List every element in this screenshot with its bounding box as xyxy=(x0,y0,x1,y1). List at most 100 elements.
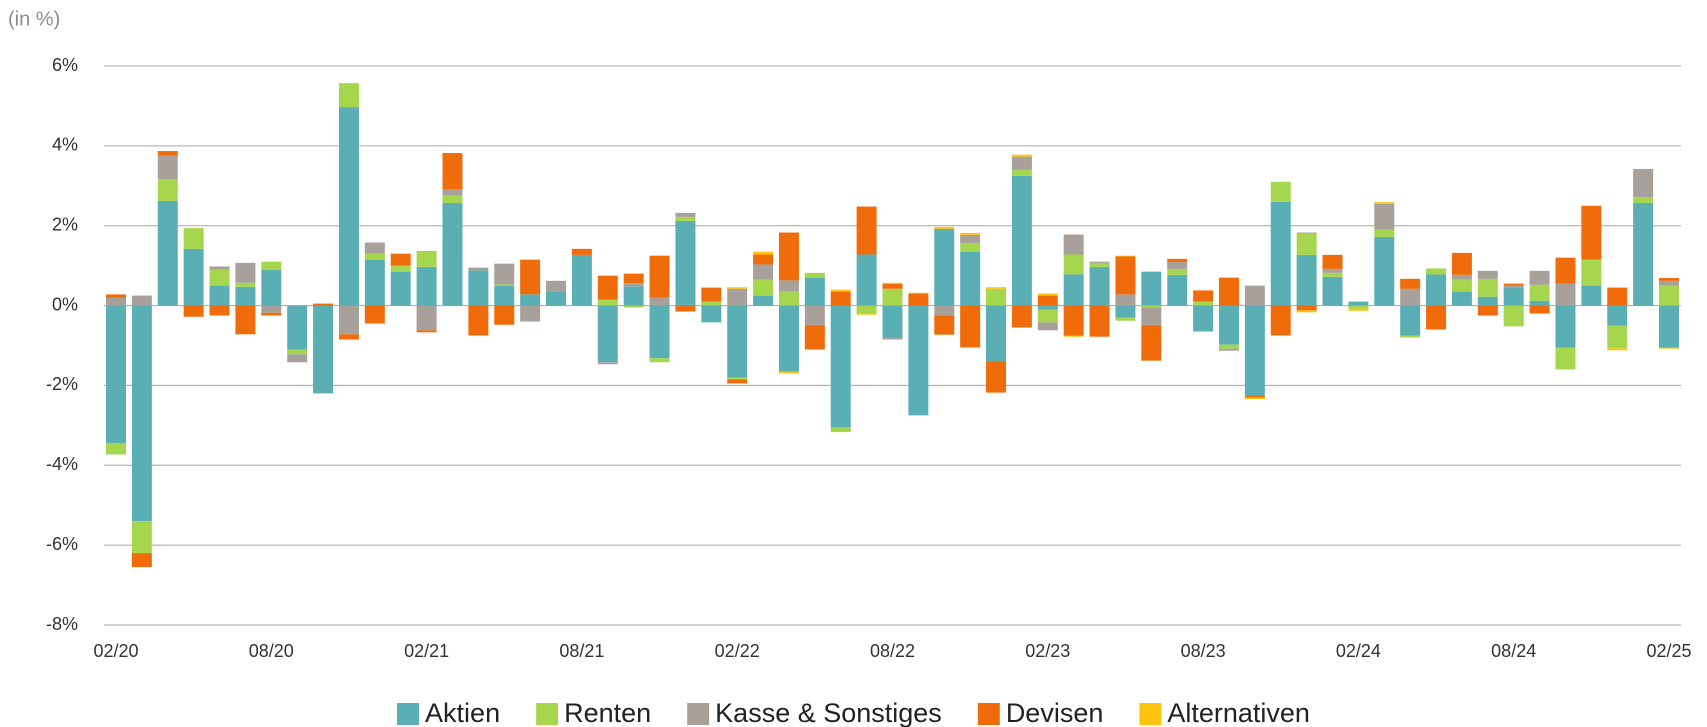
bar-segment xyxy=(494,284,515,286)
bar-segment xyxy=(338,107,359,306)
legend-swatch xyxy=(1139,703,1162,725)
legend-swatch xyxy=(687,703,710,725)
bar-segment xyxy=(520,294,541,306)
bar-segment xyxy=(960,232,981,235)
bar-segment xyxy=(960,251,981,306)
bar-segment xyxy=(934,226,955,229)
bar-segment xyxy=(157,155,178,179)
bar-segment xyxy=(1089,262,1110,267)
bar-segment xyxy=(571,254,592,306)
bar-segment xyxy=(131,295,152,306)
bar-segment xyxy=(934,315,955,335)
x-tick-label: 02/21 xyxy=(404,641,449,661)
bar-segment xyxy=(830,305,851,428)
bar-segment xyxy=(106,305,126,444)
bar-segment xyxy=(597,275,618,300)
bar-segment xyxy=(649,305,670,359)
bar-segment xyxy=(1659,305,1679,348)
bar-segment xyxy=(856,206,877,255)
bar-segment xyxy=(675,212,696,217)
bar-segment xyxy=(649,255,670,298)
bar-segment xyxy=(1193,290,1214,302)
bar-segment xyxy=(390,265,411,272)
bar-segment xyxy=(934,305,955,316)
bar-segment xyxy=(364,253,385,260)
bar-segment xyxy=(856,305,877,314)
bar-segment xyxy=(1633,196,1654,203)
bar-segment xyxy=(1374,236,1395,306)
bar-segment xyxy=(1322,276,1343,306)
bar-segment xyxy=(804,305,825,326)
legend-label: Alternativen xyxy=(1167,698,1310,727)
bar-segment xyxy=(1089,261,1110,263)
bar-segment xyxy=(597,305,618,363)
bar-segment xyxy=(157,200,178,306)
bar-segment xyxy=(727,379,748,384)
bar-segment xyxy=(106,443,126,455)
bar-segment xyxy=(1555,347,1576,370)
bar-segment xyxy=(1089,266,1110,306)
bar-segment xyxy=(442,153,463,189)
bar-segment xyxy=(106,294,126,298)
bar-segment xyxy=(157,151,178,156)
bar-segment xyxy=(701,305,722,323)
bar-segment xyxy=(235,262,256,283)
bar-segment xyxy=(209,266,230,270)
bar-segment xyxy=(986,288,1007,306)
bar-segment xyxy=(1555,257,1576,284)
bar-segment xyxy=(183,228,204,249)
bar-segment xyxy=(1141,325,1162,361)
y-tick-label: -6% xyxy=(46,534,78,554)
bar-segment xyxy=(1244,397,1265,400)
bar-segment xyxy=(364,259,385,306)
bar-segment xyxy=(986,361,1007,393)
bar-segment xyxy=(1659,285,1679,306)
bar-segment xyxy=(1451,291,1472,306)
bar-segment xyxy=(701,287,722,302)
bar-segment xyxy=(338,83,359,108)
bar-segment xyxy=(1581,259,1602,286)
bar-segment xyxy=(546,291,567,306)
bar-segment xyxy=(1451,274,1472,280)
bar-segment xyxy=(727,377,748,380)
bar-segment xyxy=(1451,252,1472,275)
bar-segment xyxy=(623,283,644,287)
bar-segment xyxy=(494,305,515,325)
bar-segment xyxy=(1348,301,1369,306)
bar-segment xyxy=(1063,234,1084,255)
x-tick-label: 02/25 xyxy=(1646,641,1691,661)
bar-segment xyxy=(1141,307,1162,326)
bar-segment xyxy=(1426,305,1447,330)
bar-segment xyxy=(1037,309,1058,323)
bar-segment xyxy=(1115,317,1136,321)
bar-segment xyxy=(1400,278,1421,289)
bar-segment xyxy=(131,521,152,554)
bar-segment xyxy=(882,288,903,306)
bar-segment xyxy=(1218,277,1239,306)
bar-segment xyxy=(882,284,903,289)
bar-segment xyxy=(1037,322,1058,331)
bar-segment xyxy=(778,371,799,374)
bar-segment xyxy=(106,297,126,306)
bar-segment xyxy=(1141,271,1162,306)
legend-swatch xyxy=(536,703,559,725)
bar-segment xyxy=(1529,305,1550,314)
bar-segment xyxy=(1477,278,1498,297)
bar-segment xyxy=(960,234,981,243)
x-tick-label: 08/23 xyxy=(1181,641,1226,661)
bar-segment xyxy=(1581,285,1602,306)
bar-segment xyxy=(960,305,981,348)
bar-segment xyxy=(1270,305,1291,336)
bar-segment xyxy=(649,297,670,306)
legend-label: Kasse & Sonstiges xyxy=(715,698,942,727)
y-tick-label: -8% xyxy=(46,614,78,634)
x-tick-label: 02/22 xyxy=(715,641,760,661)
bar-segment xyxy=(1322,254,1343,269)
bar-segment xyxy=(1348,305,1369,309)
bar-segment xyxy=(727,305,748,378)
bar-segment xyxy=(986,287,1007,289)
bar-segment xyxy=(753,264,774,280)
bar-segment xyxy=(882,337,903,340)
bar-segment xyxy=(157,178,178,201)
y-tick-label: 0% xyxy=(52,294,78,314)
